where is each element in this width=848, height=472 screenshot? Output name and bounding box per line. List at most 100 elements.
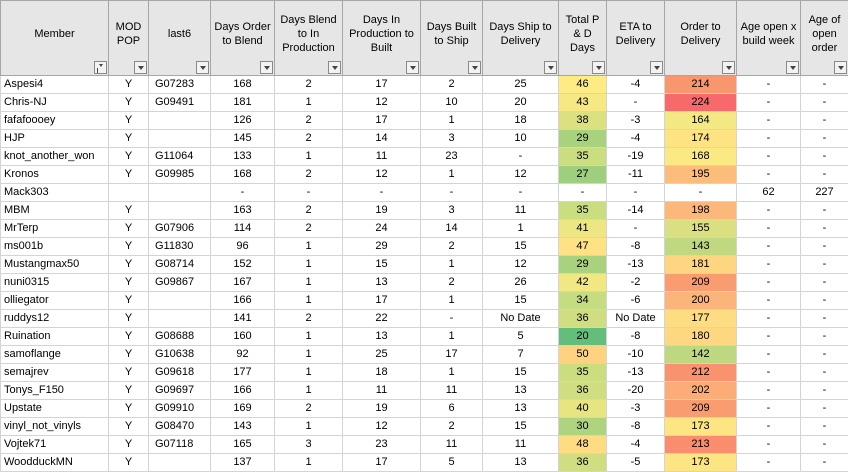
days-built-to-ship-cell[interactable]: 11 — [421, 436, 483, 454]
total-pd-days-cell[interactable]: 43 — [559, 94, 607, 112]
column-header[interactable]: Age of open order — [801, 1, 848, 76]
member-cell[interactable]: Mustangmax50 — [1, 256, 109, 274]
order-to-delivery-cell[interactable]: 224 — [665, 94, 737, 112]
eta-to-delivery-cell[interactable]: No Date — [607, 310, 665, 328]
age-open-build-week-cell[interactable]: - — [737, 202, 801, 220]
age-open-build-week-cell[interactable]: - — [737, 148, 801, 166]
days-order-to-blend-cell[interactable]: 168 — [211, 76, 275, 94]
days-ship-to-delivery-cell[interactable]: 13 — [483, 454, 559, 472]
days-order-to-blend-cell[interactable]: 126 — [211, 112, 275, 130]
days-ship-to-delivery-cell[interactable]: 15 — [483, 292, 559, 310]
column-header[interactable]: Days Blend to In Production — [275, 1, 343, 76]
days-blend-to-production-cell[interactable]: 3 — [275, 436, 343, 454]
total-pd-days-cell[interactable]: 38 — [559, 112, 607, 130]
member-cell[interactable]: Kronos — [1, 166, 109, 184]
days-order-to-blend-cell[interactable]: 166 — [211, 382, 275, 400]
column-header[interactable]: Total P & D Days — [559, 1, 607, 76]
days-order-to-blend-cell[interactable]: 165 — [211, 436, 275, 454]
age-open-order-cell[interactable]: - — [801, 148, 848, 166]
total-pd-days-cell[interactable]: 35 — [559, 148, 607, 166]
days-built-to-ship-cell[interactable]: 17 — [421, 346, 483, 364]
days-blend-to-production-cell[interactable]: 1 — [275, 274, 343, 292]
age-open-order-cell[interactable]: - — [801, 328, 848, 346]
days-order-to-blend-cell[interactable]: 167 — [211, 274, 275, 292]
last6-cell[interactable]: G08714 — [149, 256, 211, 274]
days-production-to-built-cell[interactable]: 24 — [343, 220, 421, 238]
last6-cell[interactable] — [149, 310, 211, 328]
last6-cell[interactable]: G10638 — [149, 346, 211, 364]
days-production-to-built-cell[interactable]: 12 — [343, 94, 421, 112]
days-production-to-built-cell[interactable]: 17 — [343, 292, 421, 310]
order-to-delivery-cell[interactable]: 180 — [665, 328, 737, 346]
filter-dropdown-icon[interactable] — [786, 61, 799, 74]
age-open-build-week-cell[interactable]: - — [737, 418, 801, 436]
days-built-to-ship-cell[interactable]: 5 — [421, 454, 483, 472]
age-open-build-week-cell[interactable]: - — [737, 256, 801, 274]
order-to-delivery-cell[interactable]: 164 — [665, 112, 737, 130]
eta-to-delivery-cell[interactable]: -19 — [607, 148, 665, 166]
days-production-to-built-cell[interactable]: 13 — [343, 274, 421, 292]
filter-dropdown-icon[interactable] — [134, 61, 147, 74]
days-production-to-built-cell[interactable]: 17 — [343, 454, 421, 472]
days-built-to-ship-cell[interactable]: 14 — [421, 220, 483, 238]
last6-cell[interactable] — [149, 184, 211, 202]
filter-dropdown-icon[interactable] — [260, 61, 273, 74]
member-cell[interactable]: HJP — [1, 130, 109, 148]
mod-pop-cell[interactable]: Y — [109, 148, 149, 166]
mod-pop-cell[interactable]: Y — [109, 382, 149, 400]
total-pd-days-cell[interactable]: - — [559, 184, 607, 202]
days-production-to-built-cell[interactable]: 11 — [343, 148, 421, 166]
days-blend-to-production-cell[interactable]: 2 — [275, 400, 343, 418]
column-header[interactable]: Days In Production to Built — [343, 1, 421, 76]
order-to-delivery-cell[interactable]: 202 — [665, 382, 737, 400]
age-open-build-week-cell[interactable]: - — [737, 346, 801, 364]
mod-pop-cell[interactable]: Y — [109, 436, 149, 454]
days-production-to-built-cell[interactable]: 19 — [343, 202, 421, 220]
column-header[interactable]: Days Order to Blend — [211, 1, 275, 76]
order-to-delivery-cell[interactable]: 212 — [665, 364, 737, 382]
days-built-to-ship-cell[interactable]: 1 — [421, 328, 483, 346]
age-open-order-cell[interactable]: - — [801, 436, 848, 454]
total-pd-days-cell[interactable]: 20 — [559, 328, 607, 346]
days-built-to-ship-cell[interactable]: 11 — [421, 382, 483, 400]
days-order-to-blend-cell[interactable]: 166 — [211, 292, 275, 310]
days-blend-to-production-cell[interactable]: 1 — [275, 454, 343, 472]
age-open-order-cell[interactable]: - — [801, 130, 848, 148]
days-blend-to-production-cell[interactable]: 1 — [275, 418, 343, 436]
days-ship-to-delivery-cell[interactable]: 15 — [483, 238, 559, 256]
days-built-to-ship-cell[interactable]: 2 — [421, 418, 483, 436]
days-production-to-built-cell[interactable]: 29 — [343, 238, 421, 256]
days-order-to-blend-cell[interactable]: 96 — [211, 238, 275, 256]
eta-to-delivery-cell[interactable]: - — [607, 220, 665, 238]
days-ship-to-delivery-cell[interactable]: 15 — [483, 418, 559, 436]
days-production-to-built-cell[interactable]: 23 — [343, 436, 421, 454]
age-open-order-cell[interactable]: - — [801, 274, 848, 292]
mod-pop-cell[interactable]: Y — [109, 274, 149, 292]
days-ship-to-delivery-cell[interactable]: 18 — [483, 112, 559, 130]
filter-dropdown-icon[interactable] — [196, 61, 209, 74]
column-header[interactable]: Days Ship to Delivery — [483, 1, 559, 76]
days-order-to-blend-cell[interactable]: 169 — [211, 400, 275, 418]
total-pd-days-cell[interactable]: 41 — [559, 220, 607, 238]
age-open-build-week-cell[interactable]: - — [737, 382, 801, 400]
last6-cell[interactable] — [149, 130, 211, 148]
member-cell[interactable]: olliegator — [1, 292, 109, 310]
days-ship-to-delivery-cell[interactable]: 26 — [483, 274, 559, 292]
mod-pop-cell[interactable]: Y — [109, 130, 149, 148]
days-blend-to-production-cell[interactable]: 1 — [275, 94, 343, 112]
days-order-to-blend-cell[interactable]: - — [211, 184, 275, 202]
order-to-delivery-cell[interactable]: 168 — [665, 148, 737, 166]
days-order-to-blend-cell[interactable]: 177 — [211, 364, 275, 382]
total-pd-days-cell[interactable]: 47 — [559, 238, 607, 256]
order-to-delivery-cell[interactable]: 198 — [665, 202, 737, 220]
days-blend-to-production-cell[interactable]: 2 — [275, 310, 343, 328]
mod-pop-cell[interactable]: Y — [109, 166, 149, 184]
days-production-to-built-cell[interactable]: 22 — [343, 310, 421, 328]
last6-cell[interactable] — [149, 454, 211, 472]
age-open-order-cell[interactable]: - — [801, 76, 848, 94]
eta-to-delivery-cell[interactable]: -2 — [607, 274, 665, 292]
last6-cell[interactable]: G11830 — [149, 238, 211, 256]
mod-pop-cell[interactable]: Y — [109, 454, 149, 472]
days-blend-to-production-cell[interactable]: 1 — [275, 328, 343, 346]
days-ship-to-delivery-cell[interactable]: 5 — [483, 328, 559, 346]
